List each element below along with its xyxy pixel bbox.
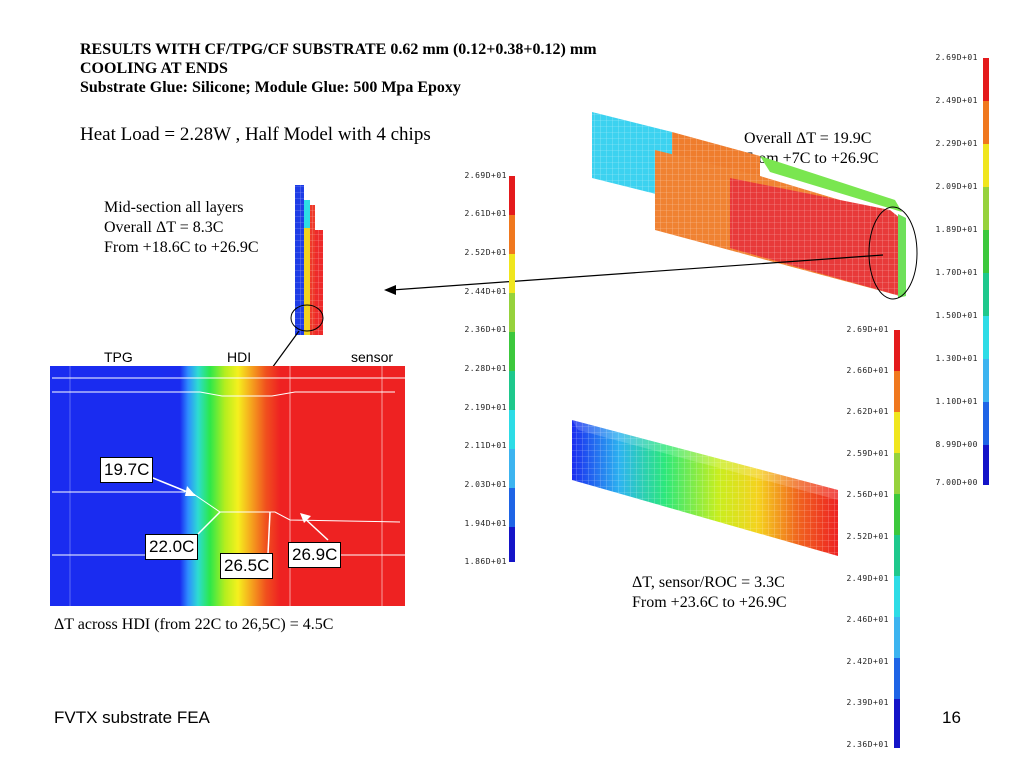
scale-mid-label: 2.11D+01 xyxy=(464,441,507,450)
scale-right-label: 1.10D+01 xyxy=(935,397,978,406)
scale-bar-right xyxy=(983,58,989,485)
label-tpg: TPG xyxy=(104,349,133,365)
scale-lower-label: 2.69D+01 xyxy=(846,325,889,334)
heat-load-text: Heat Load = 2.28W , Half Model with 4 ch… xyxy=(80,124,431,145)
scale-mid-label: 2.28D+01 xyxy=(464,364,507,373)
scale-lower-label: 2.59D+01 xyxy=(846,449,889,458)
scale-mid-label: 2.69D+01 xyxy=(464,171,507,180)
scale-mid-label: 2.19D+01 xyxy=(464,403,507,412)
midsection-plot xyxy=(295,185,323,335)
scale-lower-label: 2.39D+01 xyxy=(846,698,889,707)
scale-lower-label: 2.66D+01 xyxy=(846,366,889,375)
sensor-roc-plot xyxy=(572,420,838,556)
midsection-line-1: Mid-section all layers xyxy=(104,199,244,216)
title-line-2: COOLING AT ENDS xyxy=(80,60,228,77)
page-number: 16 xyxy=(942,708,961,727)
scale-bar-mid xyxy=(509,176,515,562)
sensor-roc-note: ΔT, sensor/ROC = 3.3C From +23.6C to +26… xyxy=(632,573,787,613)
scale-right-label: 1.89D+01 xyxy=(935,225,978,234)
pointer-arrow-line xyxy=(391,254,884,291)
midsection-line-2: Overall ΔT = 8.3C xyxy=(104,219,224,236)
arrow-head xyxy=(384,285,396,295)
hdi-delta-note: ΔT across HDI (from 22C to 26,5C) = 4.5C xyxy=(54,616,334,633)
scale-right-label: 8.99D+00 xyxy=(935,440,978,449)
scale-right-label: 1.50D+01 xyxy=(935,311,978,320)
overall-line-1: Overall ΔT = 19.9C xyxy=(744,130,872,147)
scale-bar-lower xyxy=(894,330,900,748)
scale-mid-label: 2.03D+01 xyxy=(464,480,507,489)
scale-mid-label: 1.86D+01 xyxy=(464,557,507,566)
connector-line xyxy=(271,330,300,369)
highlight-circle-mid xyxy=(290,304,324,332)
scale-right-label: 2.49D+01 xyxy=(935,96,978,105)
label-sensor: sensor xyxy=(351,349,394,365)
title-line-3: Substrate Glue: Silicone; Module Glue: 5… xyxy=(80,79,461,96)
footer-title: FVTX substrate FEA xyxy=(54,708,210,727)
scale-right-label: 2.09D+01 xyxy=(935,182,978,191)
slide-title: RESULTS WITH CF/TPG/CF SUBSTRATE 0.62 mm… xyxy=(80,40,597,97)
callout-22-0c: 22.0C xyxy=(145,534,199,560)
scale-lower-label: 2.56D+01 xyxy=(846,490,889,499)
scale-mid-label: 1.94D+01 xyxy=(464,519,507,528)
scale-lower-label: 2.36D+01 xyxy=(846,740,889,749)
scale-lower-label: 2.42D+01 xyxy=(846,657,889,666)
scale-mid-label: 2.36D+01 xyxy=(464,325,507,334)
scale-right-label: 2.69D+01 xyxy=(935,53,978,62)
midsection-note: Mid-section all layers Overall ΔT = 8.3C… xyxy=(104,198,259,258)
sensor-roc-line-2: From +23.6C to +26.9C xyxy=(632,594,787,611)
callout-26-9c: 26.9C xyxy=(288,542,342,568)
sensor-roc-line-1: ΔT, sensor/ROC = 3.3C xyxy=(632,574,785,591)
scale-mid-label: 2.61D+01 xyxy=(464,209,507,218)
scale-right-label: 1.30D+01 xyxy=(935,354,978,363)
scale-mid-label: 2.44D+01 xyxy=(464,287,507,296)
label-hdi: HDI xyxy=(227,349,252,365)
midsection-line-3: From +18.6C to +26.9C xyxy=(104,239,259,256)
scale-lower-label: 2.49D+01 xyxy=(846,574,889,583)
title-line-1: RESULTS WITH CF/TPG/CF SUBSTRATE 0.62 mm… xyxy=(80,41,597,58)
scale-lower-label: 2.62D+01 xyxy=(846,407,889,416)
callout-26-5c: 26.5C xyxy=(220,553,274,579)
highlight-circle-end xyxy=(868,206,918,300)
scale-lower-label: 2.52D+01 xyxy=(846,532,889,541)
scale-mid-label: 2.52D+01 xyxy=(464,248,507,257)
full-model-plot xyxy=(592,112,906,298)
callout-19-7c: 19.7C xyxy=(100,457,154,483)
scale-right-label: 7.00D+00 xyxy=(935,478,978,487)
scale-right-label: 1.70D+01 xyxy=(935,268,978,277)
scale-right-label: 2.29D+01 xyxy=(935,139,978,148)
scale-lower-label: 2.46D+01 xyxy=(846,615,889,624)
